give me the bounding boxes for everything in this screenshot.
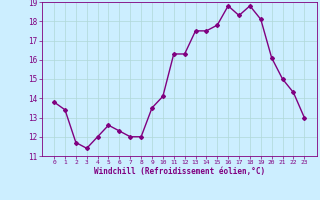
X-axis label: Windchill (Refroidissement éolien,°C): Windchill (Refroidissement éolien,°C)	[94, 167, 265, 176]
